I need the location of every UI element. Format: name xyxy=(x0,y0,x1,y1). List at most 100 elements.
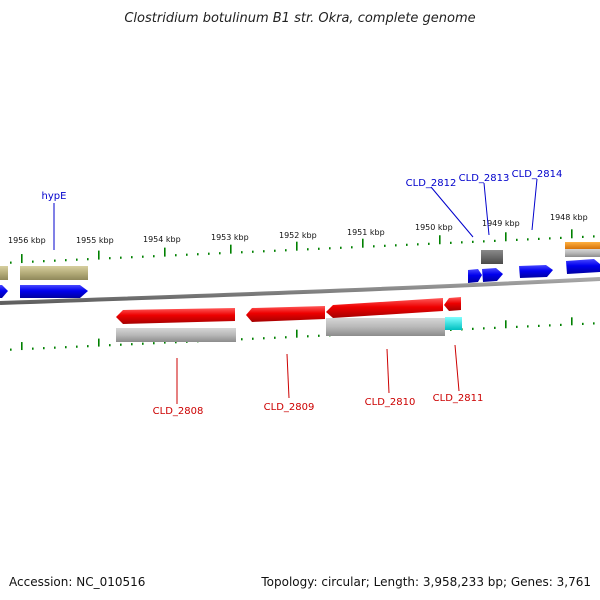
major-tick xyxy=(98,250,100,260)
CLD_2810-label[interactable]: CLD_2810 xyxy=(365,397,416,408)
minor-tick xyxy=(131,256,133,259)
reverse-features xyxy=(116,297,462,342)
reverse-gene-labels: CLD_2808 CLD_2809 CLD_2810 CLD_2811 xyxy=(153,344,484,417)
minor-tick xyxy=(582,322,584,326)
minor-tick xyxy=(494,239,496,242)
minor-tick xyxy=(373,245,375,248)
minor-tick xyxy=(318,334,320,337)
CLD_2812-label[interactable]: CLD_2812 xyxy=(406,178,457,189)
minor-tick xyxy=(241,251,243,254)
major-tick xyxy=(505,320,507,329)
minor-tick xyxy=(120,343,122,346)
minor-tick xyxy=(549,324,551,327)
tick-label-1950: 1950 kbp xyxy=(415,223,453,232)
minor-tick xyxy=(285,249,287,252)
minor-tick xyxy=(186,253,188,256)
tick-label-1954: 1954 kbp xyxy=(143,235,181,244)
CLD_2809-leader-line xyxy=(286,353,290,399)
CLD_2812-gene-arrow[interactable] xyxy=(468,269,482,283)
orange-feature xyxy=(565,242,600,250)
genome-summary-text: Topology: circular; Length: 3,958,233 bp… xyxy=(260,575,591,589)
minor-tick xyxy=(549,237,551,240)
minor-tick xyxy=(494,326,496,329)
minor-tick xyxy=(32,347,34,350)
minor-tick xyxy=(87,345,89,348)
minor-tick xyxy=(208,252,210,255)
CLD_2809-label[interactable]: CLD_2809 xyxy=(264,402,315,413)
minor-tick xyxy=(153,255,155,258)
CLD_2810-leader-line xyxy=(386,348,390,394)
minor-tick xyxy=(43,260,45,263)
accession-text: Accession: NC_010516 xyxy=(9,575,145,589)
minor-tick xyxy=(175,341,177,344)
minor-tick xyxy=(593,322,595,325)
minor-tick xyxy=(175,254,177,257)
tick-ring-forward xyxy=(10,229,595,264)
minor-tick xyxy=(307,335,309,338)
CLD_2808-label[interactable]: CLD_2808 xyxy=(153,406,204,417)
minor-tick xyxy=(76,258,78,261)
gray-feature xyxy=(326,318,445,336)
minor-tick xyxy=(472,240,474,243)
CLD_2814-label[interactable]: CLD_2814 xyxy=(512,169,563,180)
minor-tick xyxy=(351,246,353,249)
minor-tick xyxy=(593,235,595,238)
minor-tick xyxy=(560,323,562,326)
minor-tick xyxy=(527,325,529,328)
major-tick xyxy=(571,317,573,326)
minor-tick xyxy=(274,249,276,252)
CLD_2814-gene-arrow[interactable] xyxy=(519,265,553,278)
minor-tick xyxy=(109,344,111,347)
major-tick xyxy=(230,244,232,254)
major-tick xyxy=(296,329,298,338)
CLD_2813-gene-arrow[interactable] xyxy=(482,268,503,282)
CLD_2812-dark-feature xyxy=(481,250,503,264)
minor-tick xyxy=(516,238,518,241)
minor-tick xyxy=(241,338,243,341)
minor-tick xyxy=(54,259,56,262)
minor-tick xyxy=(252,337,254,340)
tick-label-1955: 1955 kbp xyxy=(76,236,114,245)
minor-tick xyxy=(109,257,111,260)
forward-features xyxy=(0,242,600,298)
minor-tick xyxy=(472,327,474,330)
CLD_2812-leader-line xyxy=(430,186,474,238)
tick-label-1949: 1949 kbp xyxy=(482,219,520,228)
minor-tick xyxy=(318,247,320,250)
minor-tick xyxy=(65,346,67,349)
major-tick xyxy=(571,229,573,239)
CLD_2808-gene-arrow[interactable] xyxy=(116,308,235,324)
CLD_2809-gene-arrow[interactable] xyxy=(246,306,325,322)
minor-tick xyxy=(538,324,540,327)
minor-tick xyxy=(395,244,397,247)
CLD_2811-gene-arrow[interactable] xyxy=(444,297,461,311)
major-tick xyxy=(164,247,166,257)
minor-tick xyxy=(252,250,254,253)
map-title: Clostridium botulinum B1 str. Okra, comp… xyxy=(124,11,475,26)
gray-feature xyxy=(116,328,236,342)
minor-tick xyxy=(263,250,265,253)
minor-tick xyxy=(219,252,221,255)
CLD_2811-leader-line xyxy=(454,344,460,392)
minor-tick xyxy=(54,346,56,349)
major-tick xyxy=(362,238,364,248)
CLD_2810-gene-arrow[interactable] xyxy=(326,298,443,318)
minor-tick xyxy=(142,342,144,345)
minor-tick xyxy=(120,256,122,259)
tick-label-1952: 1952 kbp xyxy=(279,231,317,240)
hypE-label[interactable]: hypE xyxy=(42,191,67,202)
minor-tick xyxy=(483,240,485,243)
minor-tick xyxy=(131,343,133,346)
forward-gene-arrow[interactable] xyxy=(0,285,8,298)
hypE-gene-arrow[interactable] xyxy=(20,285,88,298)
minor-tick xyxy=(65,259,67,262)
CLD_2813-label[interactable]: CLD_2813 xyxy=(459,173,510,184)
minor-tick xyxy=(153,342,155,345)
minor-tick xyxy=(406,243,408,246)
forward-gene-arrow[interactable] xyxy=(566,259,600,274)
CLD_2811-label[interactable]: CLD_2811 xyxy=(433,393,484,404)
minor-tick xyxy=(263,337,265,340)
minor-tick xyxy=(87,258,89,261)
minor-tick xyxy=(274,336,276,339)
minor-tick xyxy=(461,241,463,244)
